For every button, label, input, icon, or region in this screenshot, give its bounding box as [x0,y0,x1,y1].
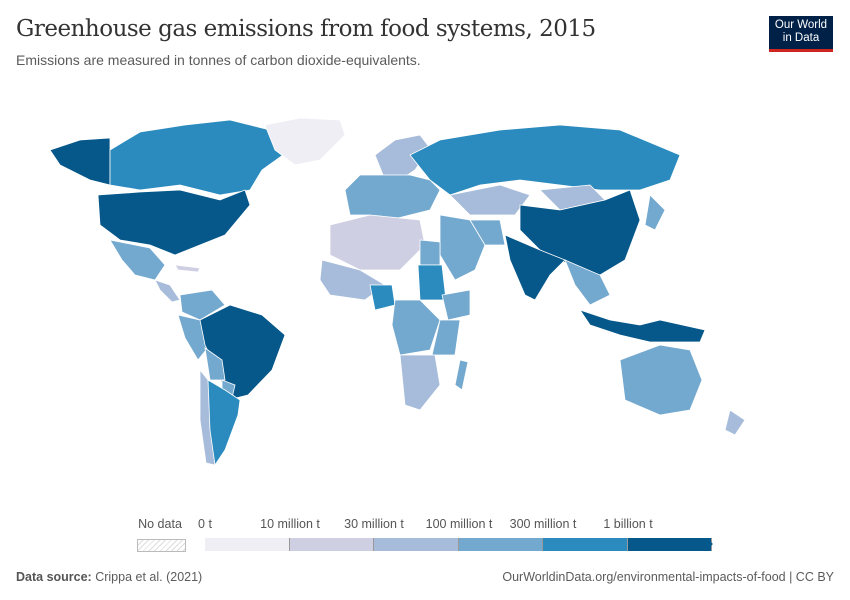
country-north-africa[interactable] [329,214,426,271]
legend-bin[interactable] [458,538,543,551]
country-alaska[interactable] [49,137,111,186]
country-japan[interactable] [644,194,666,231]
country-nigeria[interactable] [369,284,396,311]
legend-bin[interactable] [289,538,374,551]
legend-tick: 30 million t [344,517,404,531]
country-greenland[interactable] [264,117,346,166]
country-indonesia[interactable] [579,309,706,343]
legend-tick: 1 billion t [603,517,653,531]
country-west-africa[interactable] [319,259,386,301]
country-chile[interactable] [199,368,216,466]
legend-arrow [706,538,713,550]
legend-no-data-swatch [137,539,186,552]
country-colombia-venezuela[interactable] [179,289,226,321]
country-southern-africa[interactable] [399,354,441,411]
country-iran[interactable] [469,219,506,246]
country-canada[interactable] [109,119,291,196]
legend: No data 0 t 10 million t 30 million t 10… [0,512,850,552]
data-source: Data source: Crippa et al. (2021) [16,570,202,584]
country-central-america[interactable] [154,279,181,303]
legend-tick: 10 million t [260,517,320,531]
country-madagascar[interactable] [454,359,469,391]
country-east-africa[interactable] [431,319,461,356]
country-central-africa[interactable] [391,299,441,356]
legend-bin[interactable] [205,538,290,551]
source-text[interactable]: Crippa et al. (2021) [95,570,203,584]
country-ethiopia[interactable] [441,289,471,321]
country-europe[interactable] [344,174,441,221]
owid-logo[interactable]: Our World in Data [769,16,833,52]
country-india[interactable] [504,234,566,301]
chart-title: Greenhouse gas emissions from food syste… [16,16,596,42]
legend-bin[interactable] [627,538,712,551]
country-cuba[interactable] [174,264,201,273]
country-egypt[interactable] [419,239,441,266]
country-southeast-asia[interactable] [564,259,611,306]
country-new-zealand[interactable] [724,409,746,436]
legend-bin[interactable] [374,538,459,551]
legend-tick: 300 million t [509,517,577,531]
legend-tick: 0 t [198,517,212,531]
country-russia[interactable] [409,124,681,196]
chart-subtitle: Emissions are measured in tonnes of carb… [16,52,421,68]
legend-bin[interactable] [543,538,628,551]
world-map [49,117,746,467]
legend-tick: 100 million t [425,517,493,531]
footer-url[interactable]: OurWorldinData.org/environmental-impacts… [502,570,834,584]
country-usa[interactable] [97,189,251,256]
source-label: Data source: [16,570,92,584]
legend-no-data-label: No data [138,517,182,531]
country-australia[interactable] [619,344,703,416]
country-bolivia[interactable] [204,347,226,381]
